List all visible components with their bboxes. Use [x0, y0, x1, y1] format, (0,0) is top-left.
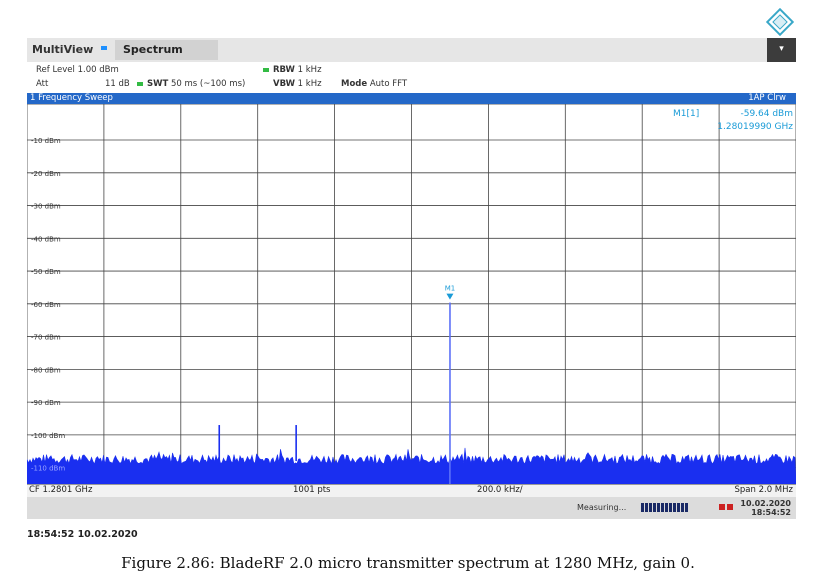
status-datetime: 10.02.2020 18:54:52: [739, 499, 791, 517]
y-axis-labels: -10 dBm -20 dBm -30 dBm -40 dBm -50 dBm -60 d…: [31, 137, 65, 473]
sweep-header: 1 Frequency Sweep 1AP Clrw: [27, 93, 796, 104]
center-frequency: CF 1.2801 GHz: [29, 485, 93, 495]
sweep-title: 1 Frequency Sweep: [30, 93, 113, 103]
marker-readout-level: -59.64 dBm: [740, 109, 793, 119]
recording-indicator-icon: [719, 504, 733, 510]
vbw-label: VBW: [273, 79, 295, 89]
measuring-status: Measuring...: [577, 503, 627, 512]
frequency-per-division: 200.0 kHz/: [477, 485, 523, 495]
y-tick-label: -90 dBm: [31, 399, 61, 407]
status-time: 18:54:52: [751, 508, 791, 517]
y-tick-label: -40 dBm: [31, 235, 61, 243]
mode-label: Mode: [341, 79, 368, 89]
menu-dropdown-button[interactable]: ▾: [767, 38, 796, 62]
y-tick-label: -70 dBm: [31, 334, 61, 342]
ref-level-setting: Ref Level 1.00 dBm: [36, 65, 119, 75]
mode-setting: Mode Auto FFT: [341, 79, 407, 89]
y-tick-label: -110 dBm: [31, 465, 65, 473]
marker-readout-label: M1[1]: [673, 109, 699, 119]
vbw-setting: VBW 1 kHz: [273, 79, 322, 89]
y-tick-label: -10 dBm: [31, 137, 61, 145]
vbw-value: 1 kHz: [297, 79, 322, 89]
tab-spectrum[interactable]: Spectrum: [115, 40, 218, 60]
att-value: 11 dB: [105, 79, 130, 89]
settings-panel: Ref Level 1.00 dBm Att 11 dB SWT 50 ms (…: [27, 62, 796, 92]
att-label: Att: [36, 79, 49, 89]
measurement-progress-bar: [641, 503, 689, 512]
marker-layer: M1: [445, 285, 456, 484]
status-date: 10.02.2020: [740, 499, 791, 508]
tab-bar: MultiView Spectrum ▾: [27, 38, 796, 62]
marker-readout-frequency: 1.28019990 GHz: [717, 122, 793, 132]
marker-tag: M1: [445, 285, 456, 293]
swt-coupled-icon: [137, 81, 143, 86]
marker-triangle-icon[interactable]: [446, 293, 454, 300]
spectrum-plot[interactable]: -10 dBm -20 dBm -30 dBm -40 dBm -50 dBm -60 d…: [27, 104, 796, 484]
rbw-setting: RBW 1 kHz: [263, 65, 322, 75]
rbw-coupled-icon: [263, 67, 269, 72]
ref-level-value: 1.00 dBm: [77, 65, 119, 75]
plot-grid: [27, 104, 796, 484]
span: Span 2.0 MHz: [734, 485, 794, 495]
tab-multiview[interactable]: MultiView: [32, 43, 94, 56]
status-bar: Measuring... 10.02.2020 18:54:52: [27, 497, 796, 519]
capture-timestamp: 18:54:52 10.02.2020: [27, 529, 138, 540]
tab-spectrum-label: Spectrum: [123, 43, 183, 56]
rohde-schwarz-logo-icon: [766, 8, 794, 36]
sweep-points: 1001 pts: [293, 485, 331, 495]
figure-caption: Figure 2.86: BladeRF 2.0 micro transmitt…: [121, 554, 695, 572]
noise-floor-trace: [27, 447, 796, 484]
rbw-label: RBW: [273, 65, 295, 75]
plot-footer: CF 1.2801 GHz 1001 pts 200.0 kHz/ Span 2…: [27, 484, 796, 497]
swt-label: SWT: [147, 79, 169, 89]
swt-setting: SWT 50 ms (~100 ms): [137, 79, 245, 89]
y-tick-label: -50 dBm: [31, 268, 61, 276]
trace-mode: 1AP Clrw: [748, 93, 786, 103]
y-tick-label: -30 dBm: [31, 203, 61, 211]
multiview-indicator-icon: [101, 46, 107, 50]
y-tick-label: -100 dBm: [31, 432, 65, 440]
mode-value: Auto FFT: [369, 79, 408, 89]
y-tick-label: -20 dBm: [31, 170, 61, 178]
swt-value: 50 ms (~100 ms): [171, 79, 246, 89]
rbw-value: 1 kHz: [297, 65, 322, 75]
y-tick-label: -80 dBm: [31, 366, 61, 374]
y-tick-label: -60 dBm: [31, 301, 61, 309]
ref-level-label: Ref Level: [36, 65, 75, 75]
